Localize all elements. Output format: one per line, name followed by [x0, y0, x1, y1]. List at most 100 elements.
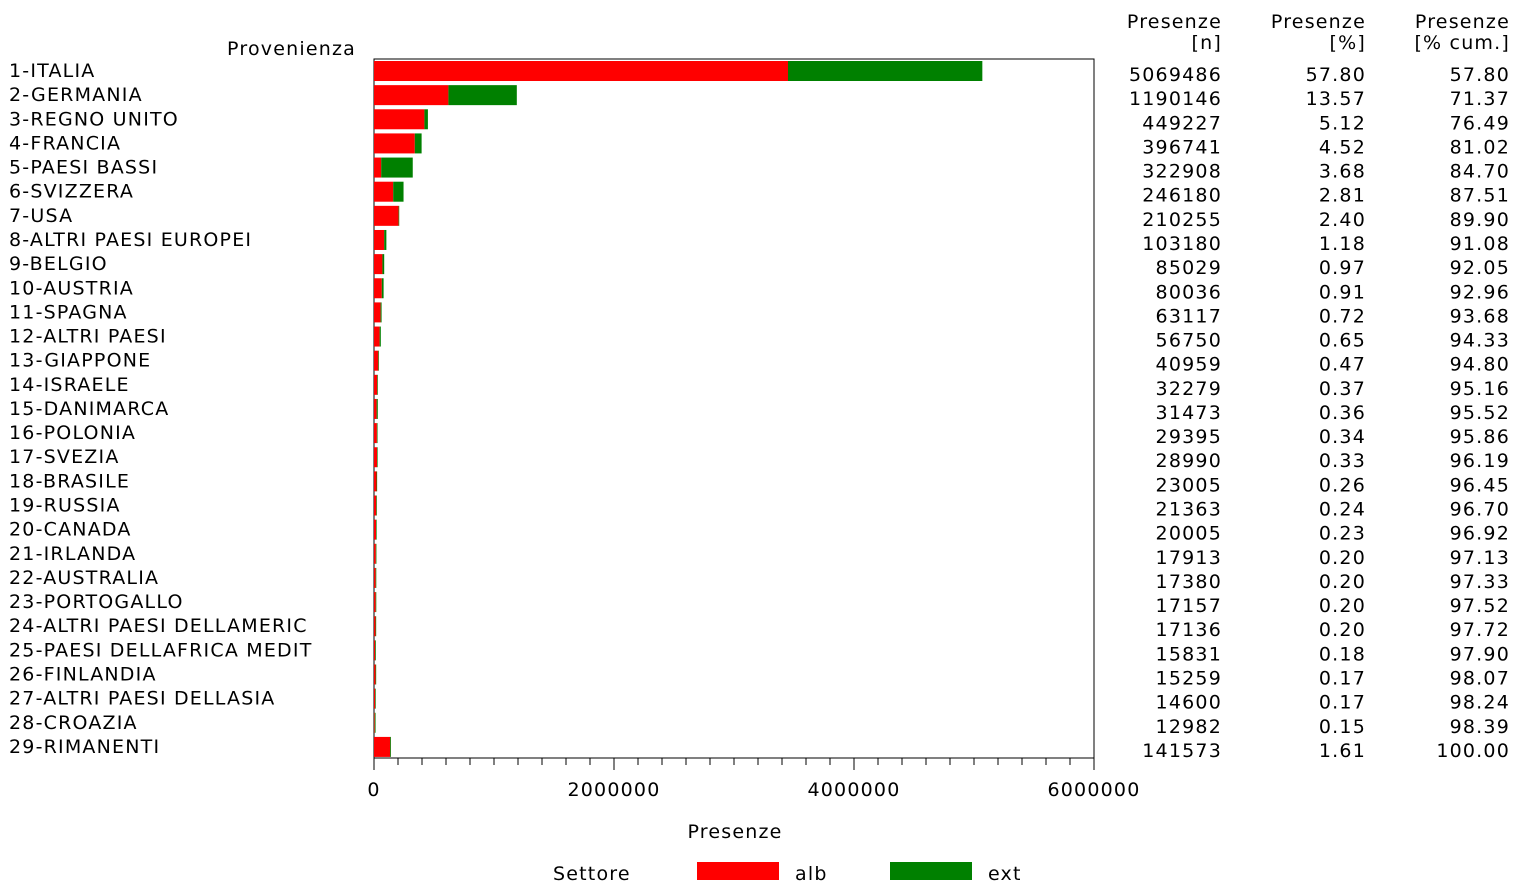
- bar-alb-4: [374, 133, 415, 154]
- x-tick-label: 0: [367, 779, 380, 801]
- category-label: 12-ALTRI PAESI: [9, 326, 167, 348]
- bar-ext-12: [379, 326, 381, 347]
- table-cell: 17380: [1156, 571, 1222, 593]
- bar-alb-17: [374, 447, 377, 468]
- category-label: 1-ITALIA: [9, 60, 95, 82]
- legend-swatch-ext: [890, 862, 972, 880]
- table-cell: 57.80: [1306, 64, 1366, 86]
- bar-alb-24: [374, 616, 376, 637]
- values-table: Presenze[n]Presenze[%]Presenze[% cum.]50…: [1127, 11, 1510, 762]
- bars: [374, 61, 983, 757]
- category-label: 9-BELGIO: [9, 253, 108, 275]
- table-cell: 0.47: [1319, 354, 1366, 376]
- bar-ext-18: [376, 471, 378, 492]
- table-cell: 98.39: [1450, 716, 1510, 738]
- table-cell: 71.37: [1450, 88, 1510, 110]
- x-tick-label: 2000000: [567, 779, 660, 801]
- table-header: Presenze: [1415, 11, 1510, 33]
- category-label: 5-PAESI BASSI: [9, 157, 158, 179]
- table-cell: 0.20: [1319, 571, 1366, 593]
- y-axis-title: Provenienza: [227, 38, 356, 60]
- bar-ext-26: [375, 664, 377, 685]
- table-cell: 15259: [1156, 668, 1222, 690]
- category-label: 15-DANIMARCA: [9, 398, 169, 420]
- table-cell: 1.18: [1319, 233, 1366, 255]
- table-cell: 3.68: [1319, 161, 1366, 183]
- bar-alb-20: [374, 519, 377, 540]
- category-label: 10-AUSTRIA: [9, 277, 134, 299]
- bar-alb-6: [374, 181, 394, 202]
- bar-ext-10: [381, 278, 384, 299]
- table-cell: 0.20: [1319, 619, 1366, 641]
- x-tick-label: 6000000: [1047, 779, 1140, 801]
- table-cell: 17913: [1156, 547, 1222, 569]
- table-header: Presenze: [1271, 11, 1366, 33]
- table-cell: 97.33: [1450, 571, 1510, 593]
- table-cell: 96.45: [1450, 474, 1510, 496]
- bar-alb-28: [374, 712, 375, 733]
- bar-alb-13: [374, 350, 379, 371]
- table-cell: 210255: [1142, 209, 1222, 231]
- table-cell: 95.16: [1450, 378, 1510, 400]
- table-cell: 0.18: [1319, 643, 1366, 665]
- bar-alb-3: [374, 109, 425, 130]
- category-label: 29-RIMANENTI: [9, 736, 160, 758]
- bar-alb-2: [374, 85, 449, 106]
- plot-border: [373, 58, 1095, 759]
- table-cell: 94.80: [1450, 354, 1510, 376]
- bar-alb-1: [374, 61, 788, 81]
- bar-ext-20: [376, 519, 377, 540]
- bar-ext-25: [375, 640, 376, 661]
- bar-alb-19: [374, 495, 377, 516]
- category-label: 19-RUSSIA: [9, 495, 121, 517]
- table-cell: 40959: [1156, 354, 1222, 376]
- category-label: 7-USA: [9, 205, 73, 227]
- bar-ext-23: [375, 592, 377, 613]
- bar-ext-19: [376, 495, 377, 516]
- category-label: 26-FINLANDIA: [9, 664, 157, 686]
- table-cell: 0.17: [1319, 668, 1366, 690]
- table-header-unit: [%]: [1330, 32, 1366, 54]
- table-cell: 95.86: [1450, 426, 1510, 448]
- bar-ext-11: [380, 302, 382, 323]
- category-label: 17-SVEZIA: [9, 446, 120, 468]
- table-cell: 92.96: [1450, 281, 1510, 303]
- table-cell: 1.61: [1319, 740, 1366, 762]
- legend-label-alb: alb: [795, 863, 828, 883]
- bar-alb-25: [374, 640, 376, 661]
- category-label: 18-BRASILE: [9, 470, 130, 492]
- bar-ext-13: [378, 350, 379, 371]
- bar-alb-27: [374, 688, 376, 709]
- category-label: 22-AUSTRALIA: [9, 567, 159, 589]
- table-cell: 63117: [1156, 305, 1222, 327]
- category-label: 14-ISRAELE: [9, 374, 130, 396]
- table-cell: 96.70: [1450, 499, 1510, 521]
- table-cell: 0.33: [1319, 450, 1366, 472]
- table-cell: 91.08: [1450, 233, 1510, 255]
- table-cell: 5.12: [1319, 112, 1366, 134]
- bar-alb-11: [374, 302, 381, 323]
- bar-ext-7: [398, 205, 400, 226]
- table-cell: 5069486: [1129, 64, 1222, 86]
- table-cell: 17157: [1156, 595, 1222, 617]
- table-header-unit: [n]: [1192, 32, 1222, 54]
- table-cell: 96.19: [1450, 450, 1510, 472]
- table-cell: 17136: [1156, 619, 1222, 641]
- table-cell: 15831: [1156, 643, 1222, 665]
- bar-alb-9: [374, 254, 383, 275]
- category-label: 11-SPAGNA: [9, 301, 128, 323]
- category-label: 20-CANADA: [9, 519, 132, 541]
- category-label: 4-FRANCIA: [9, 132, 121, 154]
- bar-ext-1: [788, 61, 983, 81]
- table-cell: 89.90: [1450, 209, 1510, 231]
- table-cell: 97.90: [1450, 643, 1510, 665]
- bar-alb-23: [374, 592, 376, 613]
- category-label: 6-SVIZZERA: [9, 181, 134, 203]
- x-axis: 0 2000000 4000000 6000000: [367, 758, 1140, 801]
- table-cell: 0.20: [1319, 547, 1366, 569]
- bar-alb-18: [374, 471, 377, 492]
- table-cell: 100.00: [1436, 740, 1510, 762]
- x-tick-label: 4000000: [807, 779, 900, 801]
- table-cell: 96.92: [1450, 523, 1510, 545]
